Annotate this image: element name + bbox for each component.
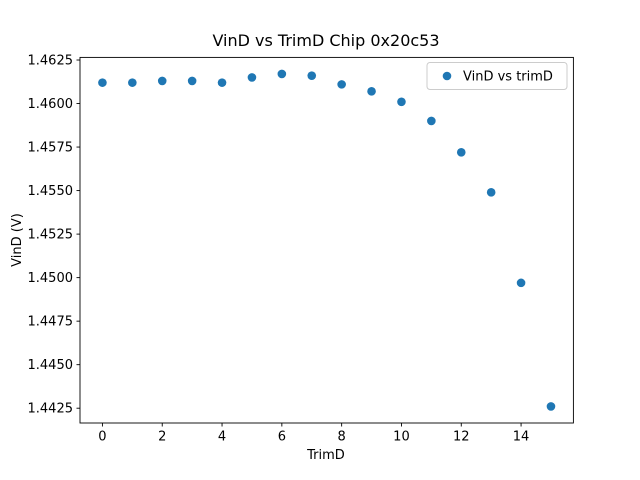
y-axis-label: VinD (V)	[10, 213, 25, 267]
data-point	[247, 73, 257, 82]
legend-label: VinD vs trimD	[463, 70, 553, 85]
y-tick-label: 1.4500	[28, 271, 74, 286]
y-tick-label: 1.4600	[28, 97, 74, 112]
x-tick-label: 0	[98, 430, 106, 445]
data-point	[397, 97, 406, 107]
data-point	[307, 71, 317, 80]
y-tick-label: 1.4425	[28, 402, 74, 417]
data-point	[456, 147, 466, 157]
y-tick-label: 1.4525	[28, 228, 74, 243]
x-tick-label: 14	[513, 430, 530, 445]
data-point	[516, 278, 526, 288]
data-point	[277, 69, 287, 79]
data-point	[546, 402, 556, 411]
y-tick-label: 1.4625	[28, 54, 74, 69]
legend: VinD vs trimD	[426, 62, 568, 90]
data-point	[187, 76, 197, 86]
legend-marker-icon	[442, 71, 452, 81]
data-point	[98, 78, 107, 87]
data-point	[367, 87, 376, 96]
data-point	[128, 78, 137, 87]
y-tick-label: 1.4475	[28, 315, 74, 330]
y-tick-label: 1.4450	[28, 358, 74, 373]
data-point	[217, 78, 227, 87]
y-tick-label: 1.4550	[28, 184, 74, 199]
chart-title: VinD vs TrimD Chip 0x20c53	[212, 31, 439, 50]
data-point	[427, 116, 436, 126]
data-point	[337, 80, 346, 89]
x-tick-label: 4	[218, 430, 226, 445]
x-axis-label: TrimD	[306, 448, 345, 463]
plot-frame	[79, 56, 574, 424]
x-tick-label: 6	[278, 430, 286, 445]
x-tick-label: 10	[393, 430, 410, 445]
y-tick-label: 1.4575	[28, 141, 74, 156]
x-tick-label: 12	[453, 430, 470, 445]
x-tick-label: 8	[338, 430, 346, 445]
data-point	[486, 188, 496, 197]
legend-box	[426, 62, 568, 90]
plot-area: 0 2 4 6 8 10 12 14 1.4425 1.4450 1.4475 1.4500 1.452…	[28, 54, 556, 445]
data-point	[157, 76, 167, 86]
x-tick-label: 2	[158, 430, 166, 445]
